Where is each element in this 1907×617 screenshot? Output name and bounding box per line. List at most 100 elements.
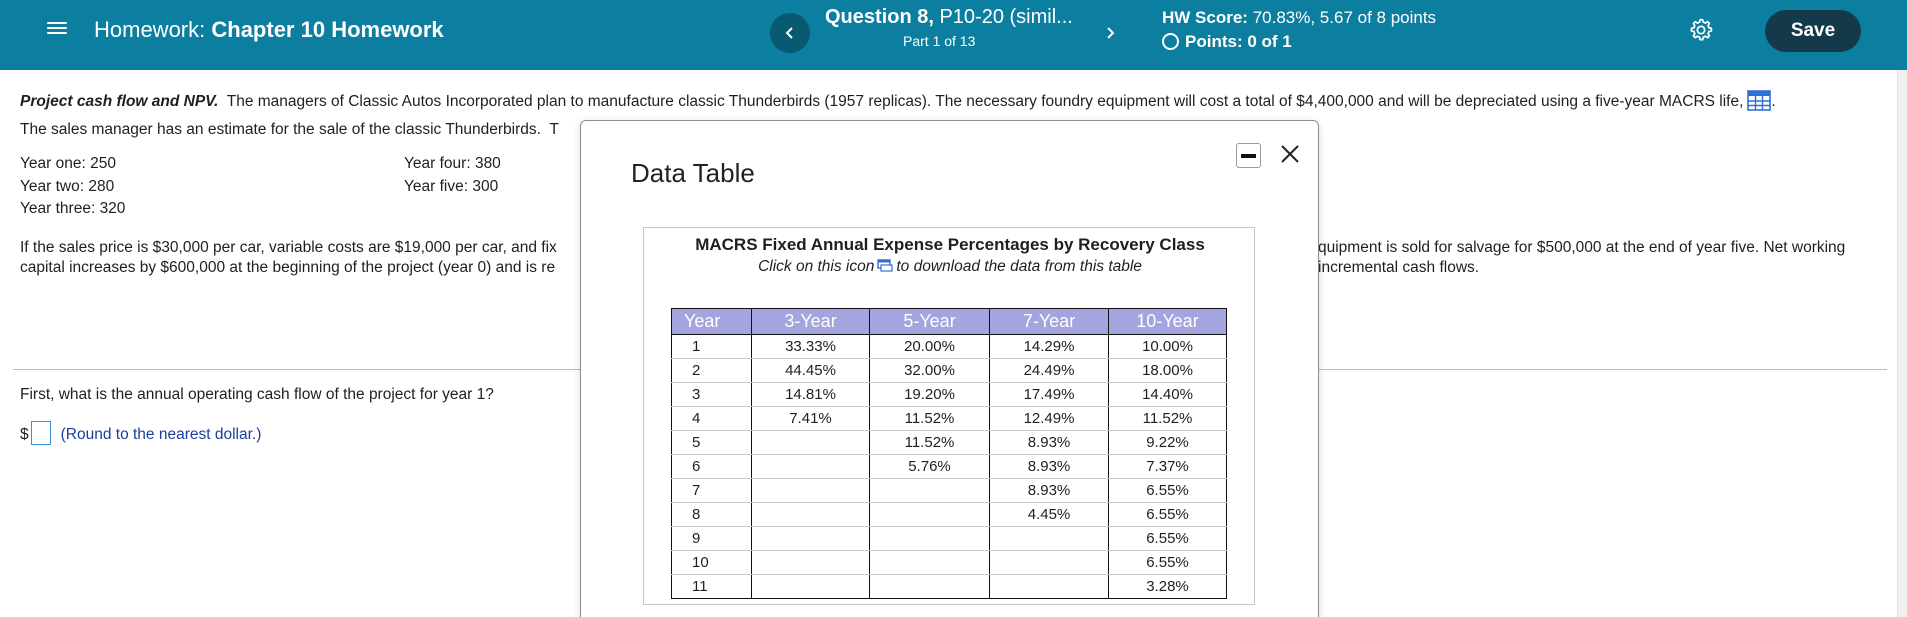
percentage-cell: 14.81% <box>751 382 870 407</box>
question-label: Question 8, <box>825 6 934 28</box>
percentage-cell: 8.93% <box>989 430 1109 455</box>
percentage-cell: 6.55% <box>1108 502 1227 527</box>
percentage-cell <box>989 574 1109 599</box>
year-cell: 2 <box>671 358 752 383</box>
download-hint: Click on this icon to download the data … <box>644 258 1256 276</box>
paragraph-2-line-1: If the sales price is $30,000 per car, v… <box>20 239 557 256</box>
percentage-cell: 8.93% <box>989 454 1109 479</box>
percentage-cell <box>869 574 990 599</box>
percentage-cell: 14.29% <box>989 334 1109 359</box>
data-table-panel: MACRS Fixed Annual Expense Percentages b… <box>643 227 1255 605</box>
year-cell: 9 <box>671 526 752 551</box>
sales-year-two: Year two: 280 <box>20 178 115 195</box>
points-value: 0 of 1 <box>1247 32 1292 51</box>
minimize-button[interactable] <box>1236 143 1261 168</box>
sales-year-five: Year five: 300 <box>404 178 499 195</box>
rounding-hint: (Round to the nearest dollar.) <box>60 426 262 443</box>
percentage-cell: 6.55% <box>1108 550 1227 575</box>
problem-line-2: The sales manager has an estimate for th… <box>20 116 1890 144</box>
column-header: 5-Year <box>869 308 990 335</box>
percentage-cell: 44.45% <box>751 358 870 383</box>
column-header: Year <box>671 308 752 335</box>
percentage-cell: 19.20% <box>869 382 990 407</box>
percentage-cell <box>751 502 870 527</box>
percentage-cell: 17.49% <box>989 382 1109 407</box>
top-bar: Homework: Chapter 10 Homework Question 8… <box>0 0 1907 70</box>
table-row: 9 6.55% <box>671 526 1227 551</box>
percentage-cell: 9.22% <box>1108 430 1227 455</box>
previous-question-button[interactable] <box>770 13 810 53</box>
year-cell: 5 <box>671 430 752 455</box>
percentage-cell: 18.00% <box>1108 358 1227 383</box>
table-title: MACRS Fixed Annual Expense Percentages b… <box>695 235 1205 254</box>
hw-score-value: 70.83%, 5.67 of 8 points <box>1252 8 1437 27</box>
minimize-icon <box>1241 154 1256 158</box>
column-header: 3-Year <box>751 308 870 335</box>
download-icon[interactable] <box>877 259 893 272</box>
percentage-cell: 11.52% <box>869 430 990 455</box>
percentage-cell: 7.41% <box>751 406 870 431</box>
page-scrollbar[interactable] <box>1897 70 1907 617</box>
answer-input[interactable] <box>30 421 51 445</box>
percentage-cell <box>869 526 990 551</box>
hw-score-label: HW Score: <box>1162 8 1248 27</box>
data-table-icon[interactable] <box>1747 90 1772 111</box>
currency-symbol: $ <box>20 426 29 443</box>
problem-title: Project cash flow and NPV. <box>20 93 219 110</box>
hamburger-menu-icon[interactable] <box>47 19 67 37</box>
percentage-cell <box>751 574 870 599</box>
problem-paragraph-2-right: quipment is sold for salvage for $500,00… <box>1318 238 1845 278</box>
percentage-cell <box>751 430 870 455</box>
sales-year-one: Year one: 250 <box>20 155 116 172</box>
table-row: 7 8.93% 6.55% <box>671 478 1227 503</box>
question-title: Question 8, P10-20 (simil... <box>825 6 1073 29</box>
table-row: 10 6.55% <box>671 550 1227 575</box>
problem-line-1: Project cash flow and NPV. The managers … <box>20 88 1890 116</box>
percentage-cell <box>869 478 990 503</box>
dialog-title: Data Table <box>631 158 755 188</box>
download-hint-after: to download the data from this table <box>896 258 1142 275</box>
answer-row: $ (Round to the nearest dollar.) <box>20 421 261 445</box>
problem-paragraph-2: If the sales price is $30,000 per car, v… <box>20 238 557 278</box>
percentage-cell: 24.49% <box>989 358 1109 383</box>
chevron-left-icon <box>785 27 793 39</box>
percentage-cell: 20.00% <box>869 334 990 359</box>
year-cell: 3 <box>671 382 752 407</box>
percentage-cell: 4.45% <box>989 502 1109 527</box>
question-points: Points: 0 of 1 <box>1162 32 1292 52</box>
percentage-cell: 14.40% <box>1108 382 1227 407</box>
percentage-cell <box>751 550 870 575</box>
table-row: 11 3.28% <box>671 574 1227 599</box>
question-name: P10-20 (simil... <box>939 6 1073 28</box>
download-hint-before: Click on this icon <box>758 258 875 275</box>
homework-name: Chapter 10 Homework <box>211 17 444 42</box>
gear-icon[interactable] <box>1688 17 1714 43</box>
chevron-right-icon <box>1107 27 1115 39</box>
paragraph-2-right-line-2: incremental cash flows. <box>1318 259 1480 276</box>
percentage-cell <box>869 502 990 527</box>
column-header: 7-Year <box>989 308 1109 335</box>
table-row: 6 5.76% 8.93% 7.37% <box>671 454 1227 479</box>
table-row: 3 14.81% 19.20% 17.49% 14.40% <box>671 382 1227 407</box>
problem-text-2: The sales manager has an estimate for th… <box>20 121 541 138</box>
percentage-cell: 5.76% <box>869 454 990 479</box>
close-icon[interactable] <box>1277 141 1303 167</box>
year-cell: 10 <box>671 550 752 575</box>
paragraph-2-line-2: capital increases by $600,000 at the beg… <box>20 259 556 276</box>
table-row: 5 11.52% 8.93% 9.22% <box>671 430 1227 455</box>
data-table-dialog: Data Table MACRS Fixed Annual Expense Pe… <box>580 120 1319 617</box>
macrs-table: Year 3-Year 5-Year 7-Year 10-Year 1 33.33… <box>671 308 1227 599</box>
percentage-cell: 11.52% <box>1108 406 1227 431</box>
table-row: 1 33.33% 20.00% 14.29% 10.00% <box>671 334 1227 359</box>
percentage-cell: 10.00% <box>1108 334 1227 359</box>
percentage-cell: 11.52% <box>869 406 990 431</box>
year-cell: 4 <box>671 406 752 431</box>
problem-line-1-end: . <box>1771 93 1776 110</box>
next-question-button[interactable] <box>1090 13 1130 53</box>
question-part: Part 1 of 13 <box>903 33 976 49</box>
table-row: 2 44.45% 32.00% 24.49% 18.00% <box>671 358 1227 383</box>
save-button[interactable]: Save <box>1765 10 1861 52</box>
year-cell: 11 <box>671 574 752 599</box>
sales-year-four: Year four: 380 <box>404 155 501 172</box>
year-cell: 8 <box>671 502 752 527</box>
